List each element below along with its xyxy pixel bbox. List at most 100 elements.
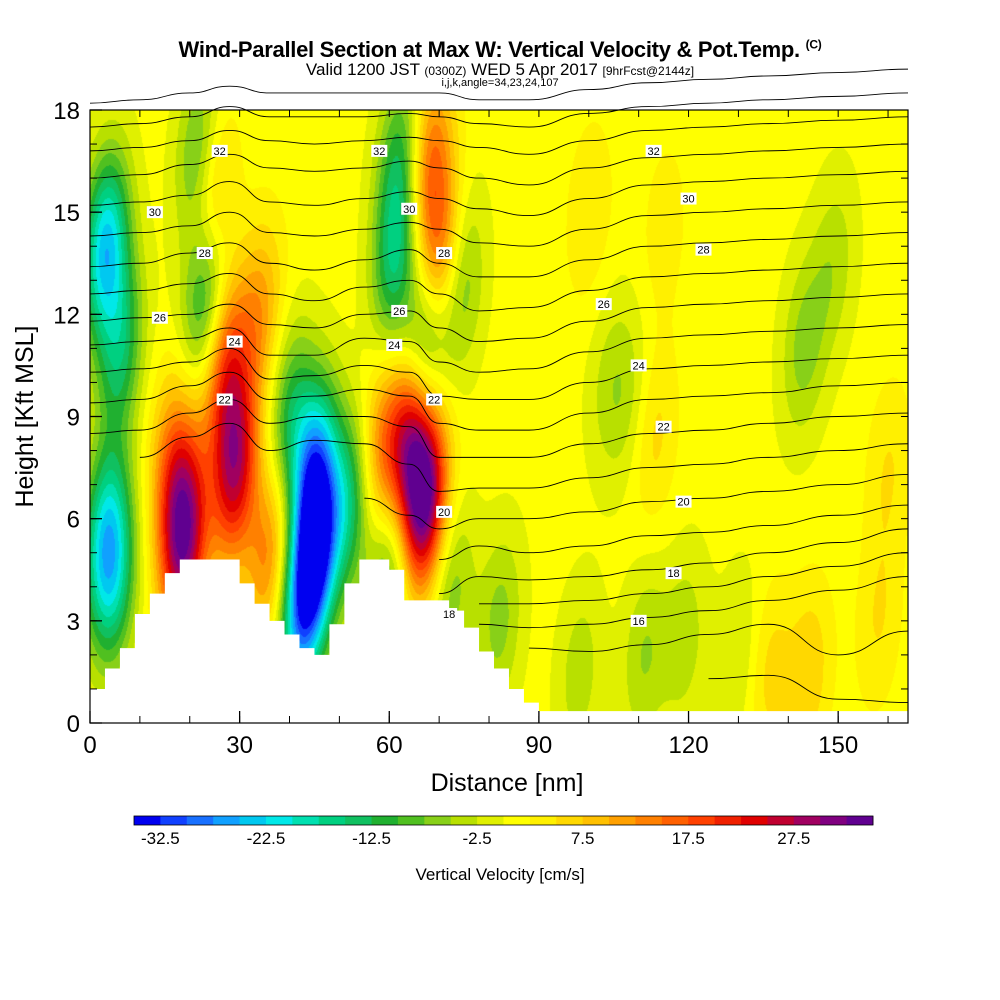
isentrope-label-text: 26 [393, 306, 405, 318]
isentrope-label-bg [426, 393, 443, 406]
isentrope-label: 24 [630, 359, 647, 372]
chart-params: i,j,k,angle=34,23,24,107 [441, 77, 559, 89]
colorbar-tick-label: -2.5 [462, 829, 491, 848]
plot-frame [89, 109, 909, 724]
isentrope-30 [89, 170, 909, 217]
isentrope-label: 24 [386, 338, 403, 352]
isentrope-label: 28 [695, 243, 712, 257]
isentrope-label: 24 [226, 335, 243, 349]
isentrope-label-bg [645, 144, 662, 157]
isentrope-label-text: 32 [373, 146, 385, 158]
isentrope-label-bg [226, 335, 243, 348]
isentrope-label-text: 30 [682, 194, 694, 206]
colorbar-tick-label: -12.5 [352, 829, 391, 848]
isentrope-19 [439, 504, 909, 560]
isentrope-label-text: 24 [388, 340, 400, 352]
isentrope-label-text: 30 [149, 207, 161, 219]
isentrope-label-text: 26 [598, 299, 610, 311]
isentrope-22 [89, 399, 909, 458]
isentrope-17 [479, 552, 909, 605]
isentrope-label-text: 30 [403, 204, 415, 216]
isentrope-label-text: 32 [214, 146, 226, 158]
isentrope-label-bg [211, 144, 228, 157]
isentrope-label: 30 [680, 192, 697, 206]
colorbar-swatch [688, 816, 716, 825]
isentrope-label-text: 18 [667, 568, 679, 580]
isentrope-label-text: 24 [633, 360, 645, 372]
isentrope-label: 22 [426, 393, 443, 406]
isentrope-label-bg [695, 243, 712, 256]
isentrope-label: 16 [630, 614, 647, 628]
colorbar-swatch [265, 816, 293, 825]
x-axis-label: Distance [nm] [431, 769, 584, 797]
isentrope-label: 18 [665, 567, 682, 580]
colorbar-tick-label: 27.5 [777, 829, 810, 848]
colorbar-swatch [160, 816, 188, 825]
isentrope-label-text: 18 [443, 609, 455, 621]
isentrope-labels: 32 32 32 30 30 30 28 28 28 26 26 26 24 24 24 22 22 22 20 20… [146, 144, 712, 628]
isentrope-label: 30 [401, 202, 418, 216]
colorbar-swatch [609, 816, 636, 825]
isentrope-label: 22 [655, 420, 672, 434]
isentrope-14 [708, 674, 909, 704]
isentrope-label-text: 28 [199, 248, 211, 260]
isentrope-label-text: 22 [219, 394, 231, 406]
isentrope-label-text: 28 [438, 248, 450, 260]
colorbar-swatch [477, 816, 504, 825]
isentrope-34 [89, 68, 909, 104]
colorbar-swatch [345, 816, 372, 825]
colorbar-swatch [134, 816, 161, 825]
isentrope-label-bg [151, 311, 168, 324]
isentrope-15 [528, 623, 909, 656]
colorbar-swatch [767, 816, 795, 825]
isentrope-label: 22 [216, 393, 233, 406]
colorbar-swatch [292, 816, 320, 825]
colorbar-swatch [820, 816, 848, 825]
y-tick-label: 18 [53, 98, 80, 125]
isentrope-label-bg [630, 614, 647, 627]
isentrope-26 [89, 293, 909, 343]
x-tick-label: 60 [376, 732, 403, 759]
isentrope-label-bg [595, 298, 612, 311]
isentrope-label-bg [436, 505, 453, 518]
colorbar-label: Vertical Velocity [cm/s] [415, 865, 584, 884]
isentrope-label: 26 [151, 311, 168, 325]
isentrope-29 [89, 201, 909, 247]
isentrope-label-bg [655, 420, 672, 433]
isentrope-label-bg [630, 359, 647, 372]
isentrope-label-bg [675, 495, 692, 508]
colorbar-swatch [556, 816, 584, 825]
isentrope-label-bg [386, 338, 403, 351]
colorbar-tick-label: -32.5 [141, 829, 180, 848]
colorbar-swatch [213, 816, 240, 825]
isentrope-label-bg [680, 192, 697, 205]
y-tick-label: 3 [67, 609, 80, 636]
x-tick-label: 120 [669, 732, 709, 759]
isentrope-label-text: 22 [657, 422, 669, 434]
y-tick-label: 12 [53, 302, 80, 329]
colorbar: -32.5 -22.5 -12.5 -2.5 7.5 17.5 27.5 Vertical V… [133, 815, 874, 884]
y-tick-label: 15 [53, 200, 80, 227]
isentrope-label-bg [401, 202, 418, 215]
isentrope-32 [89, 116, 909, 155]
colorbar-swatch [635, 816, 663, 825]
colorbar-swatch [318, 816, 346, 825]
isentrope-label: 28 [196, 247, 213, 260]
colorbar-swatch [793, 816, 821, 825]
isentrope-label: 32 [211, 144, 228, 158]
colorbar-swatch [371, 816, 399, 825]
isentrope-label-bg [391, 304, 408, 317]
colorbar-tick-label: 7.5 [571, 829, 595, 848]
isentrope-label-text: 28 [697, 245, 709, 257]
isentrope-label-text: 26 [154, 313, 166, 325]
colorbar-swatch [661, 816, 689, 825]
isentrope-label-text: 32 [647, 146, 659, 158]
isentrope-25 [89, 324, 909, 373]
colorbar-swatch [582, 816, 610, 825]
isentrope-18 [439, 528, 909, 595]
isentrope-20 [364, 473, 909, 530]
chart-subtitle: Valid 1200 JST (0300Z) WED 5 Apr 2017 [9… [305, 60, 695, 79]
x-tick-label: 0 [83, 732, 96, 759]
isentrope-27 [89, 262, 909, 312]
